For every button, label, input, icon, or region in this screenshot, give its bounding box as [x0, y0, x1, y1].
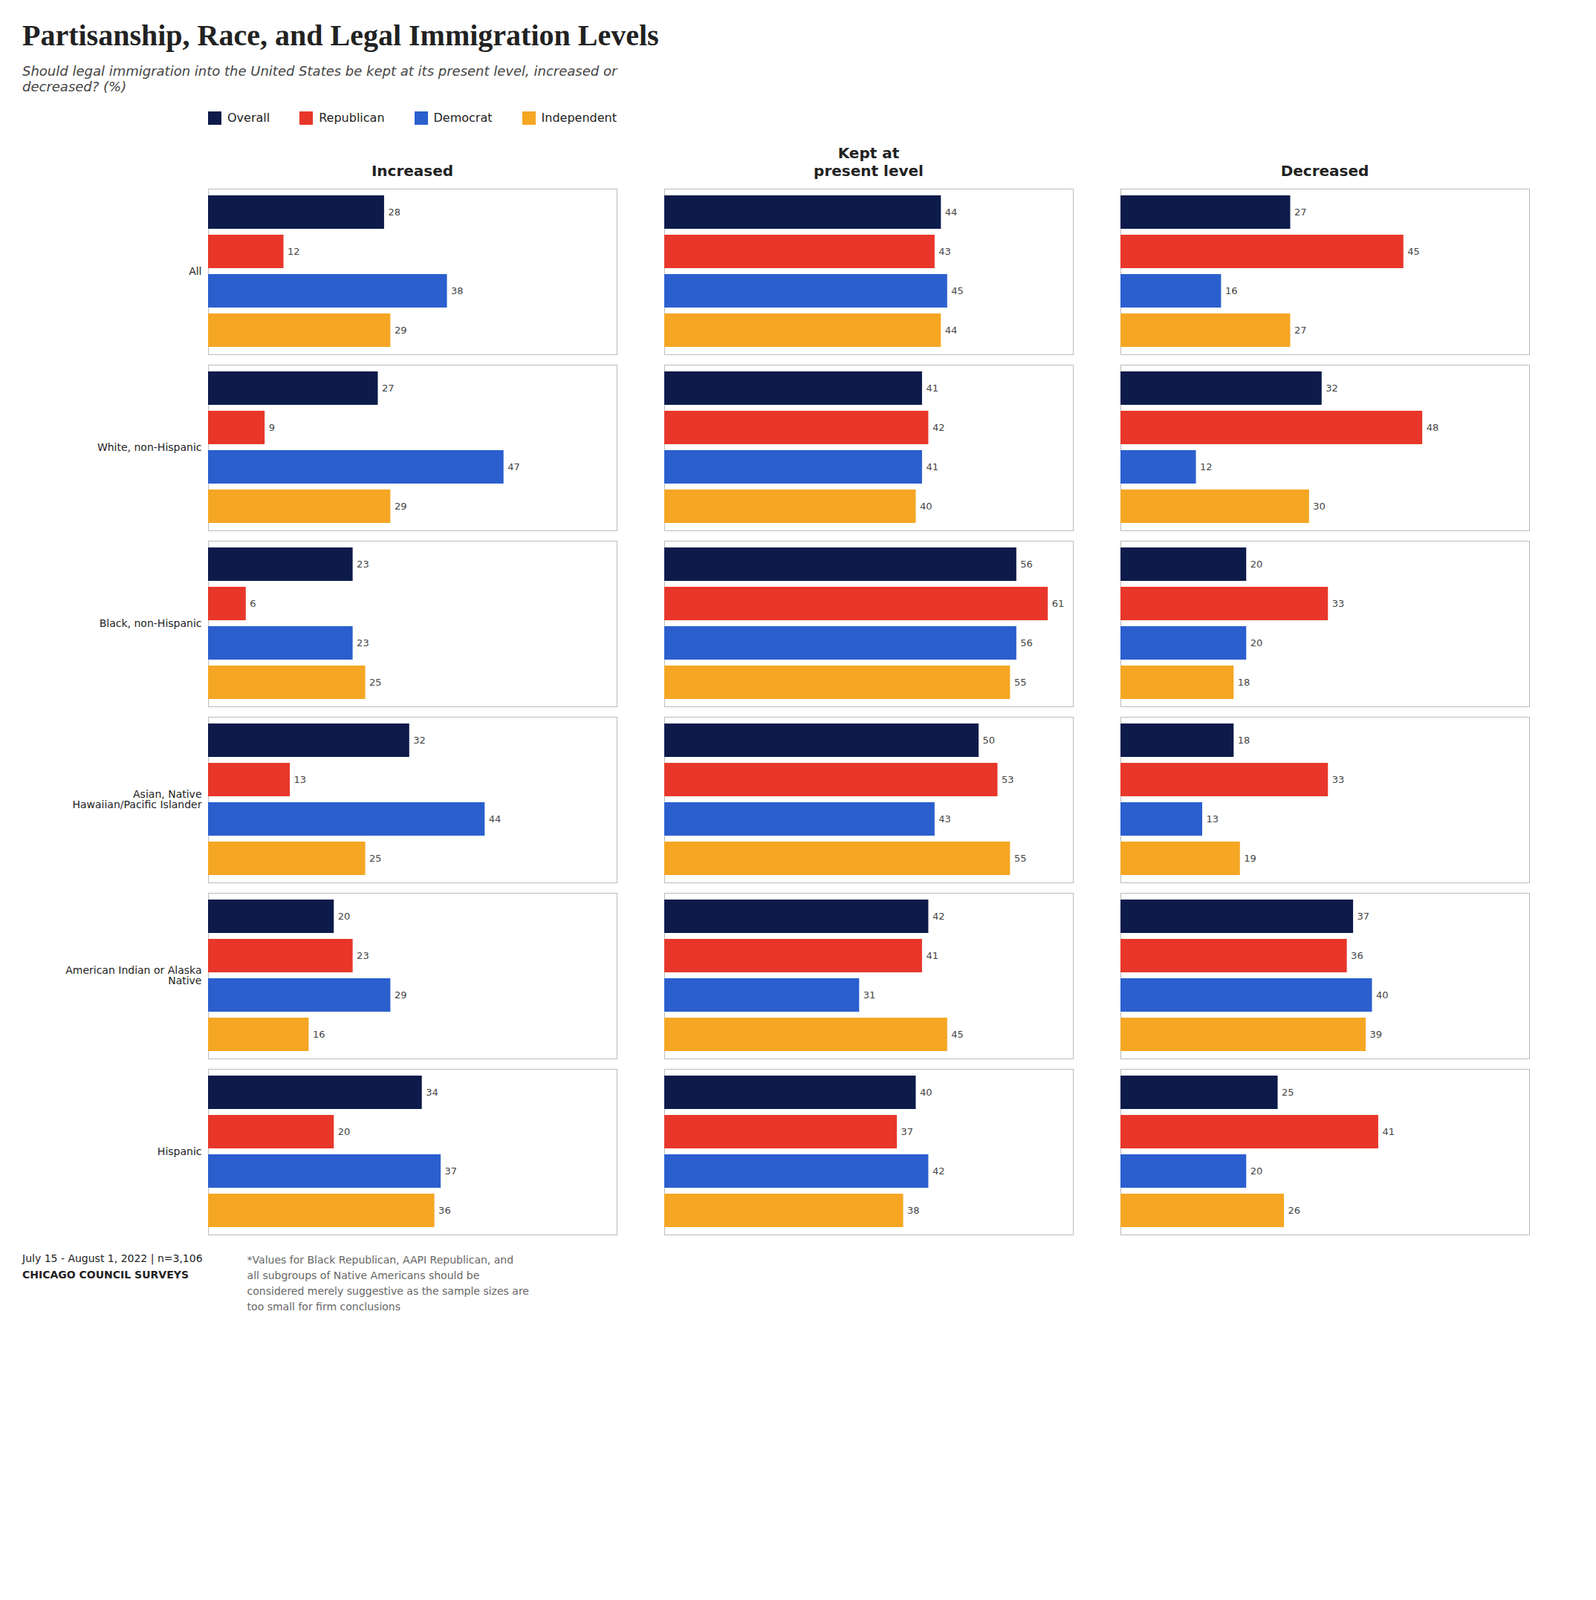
- html-text:Decreased: Decreased: [1280, 161, 1369, 180]
- svg-text:12: 12: [287, 245, 301, 258]
- svg-text:40: 40: [1376, 989, 1389, 1001]
- svg-text:61: 61: [1052, 598, 1065, 610]
- svg-text:29: 29: [394, 324, 408, 336]
- svg-text:26: 26: [1288, 1205, 1302, 1217]
- svg-text:29: 29: [394, 989, 408, 1001]
- svg-text:44: 44: [945, 206, 958, 218]
- svg-text:53: 53: [1001, 774, 1015, 786]
- svg-text:37: 37: [1357, 910, 1371, 923]
- svg-text:6: 6: [249, 598, 256, 610]
- svg-text:55: 55: [1014, 852, 1027, 865]
- svg-text:20: 20: [338, 910, 351, 923]
- svg-text:9: 9: [268, 422, 275, 434]
- svg-text:42: 42: [932, 1165, 946, 1177]
- svg-text:20: 20: [1250, 637, 1264, 649]
- svg-text:23: 23: [356, 637, 370, 649]
- svg-text:13: 13: [294, 774, 307, 786]
- html-text:July 15 - August 1, 2022 | n=3: July 15 - August 1, 2022 | n=3,106: [22, 1252, 203, 1265]
- html-text:*Values for Black Republican,: *Values for Black Republican, AAPI Repub…: [247, 1254, 530, 1313]
- svg-text:30: 30: [1312, 500, 1326, 512]
- svg-text:37: 37: [901, 1126, 914, 1138]
- svg-text:34: 34: [425, 1087, 439, 1099]
- html-text:Independent: Independent: [541, 110, 617, 125]
- svg-text:40: 40: [919, 500, 933, 512]
- html-text:Increased: Increased: [371, 161, 454, 180]
- svg-text:33: 33: [1332, 774, 1345, 786]
- svg-text:37: 37: [445, 1165, 458, 1177]
- svg-text:28: 28: [387, 206, 401, 218]
- svg-text:32: 32: [1325, 382, 1339, 394]
- svg-text:25: 25: [1281, 1087, 1295, 1099]
- svg-text:12: 12: [1199, 461, 1213, 473]
- html-text:Kept at present level: Kept at present level: [813, 144, 924, 180]
- svg-text:45: 45: [951, 285, 964, 297]
- svg-text:50: 50: [983, 734, 996, 746]
- svg-text:40: 40: [919, 1087, 933, 1099]
- svg-text:25: 25: [369, 676, 382, 689]
- svg-text:32: 32: [413, 734, 426, 746]
- svg-text:47: 47: [507, 461, 521, 473]
- svg-text:44: 44: [488, 813, 502, 825]
- svg-text:43: 43: [938, 813, 952, 825]
- html-text:Should legal immigration into: Should legal immigration into the United…: [22, 63, 618, 95]
- svg-text:White, non-Hispanic: White, non-Hispanic: [97, 441, 203, 454]
- svg-text:19: 19: [1243, 852, 1257, 865]
- svg-text:23: 23: [356, 558, 370, 570]
- svg-text:All: All: [188, 265, 202, 278]
- svg-text:44: 44: [945, 324, 958, 336]
- svg-text:39: 39: [1370, 1029, 1383, 1041]
- html-text:Republican: Republican: [318, 110, 385, 125]
- svg-text:36: 36: [1350, 950, 1364, 962]
- svg-text:31: 31: [863, 989, 877, 1001]
- html-text:CHICAGO COUNCIL SURVEYS: CHICAGO COUNCIL SURVEYS: [22, 1269, 189, 1281]
- html-text:Overall: Overall: [227, 110, 270, 125]
- svg-text:41: 41: [925, 461, 939, 473]
- svg-text:27: 27: [1294, 206, 1307, 218]
- svg-text:23: 23: [356, 950, 370, 962]
- svg-text:56: 56: [1020, 558, 1033, 570]
- svg-text:Black, non-Hispanic: Black, non-Hispanic: [99, 617, 203, 630]
- html-text:Democrat: Democrat: [433, 110, 493, 125]
- svg-text:42: 42: [932, 422, 946, 434]
- svg-text:16: 16: [1225, 285, 1238, 297]
- svg-text:38: 38: [451, 285, 464, 297]
- svg-text:20: 20: [338, 1126, 351, 1138]
- svg-text:42: 42: [932, 910, 946, 923]
- svg-text:41: 41: [925, 382, 939, 394]
- html-text:Partisanship, Race, and Legal: Partisanship, Race, and Legal Immigratio…: [22, 18, 659, 53]
- svg-text:38: 38: [907, 1205, 920, 1217]
- svg-text:27: 27: [381, 382, 395, 394]
- svg-text:41: 41: [1382, 1126, 1395, 1138]
- svg-text:25: 25: [369, 852, 382, 865]
- svg-text:56: 56: [1020, 637, 1033, 649]
- svg-text:29: 29: [394, 500, 408, 512]
- svg-text:18: 18: [1237, 734, 1251, 746]
- svg-text:20: 20: [1250, 1165, 1264, 1177]
- svg-text:Hispanic: Hispanic: [157, 1145, 203, 1158]
- svg-text:27: 27: [1294, 324, 1307, 336]
- svg-text:18: 18: [1237, 676, 1251, 689]
- svg-text:45: 45: [951, 1029, 964, 1041]
- svg-text:55: 55: [1014, 676, 1027, 689]
- svg-text:American Indian or AlaskaNativ: American Indian or AlaskaNative: [65, 964, 202, 987]
- svg-text:Asian, NativeHawaiian/Pacific: Asian, NativeHawaiian/Pacific Islander: [72, 788, 202, 811]
- svg-text:43: 43: [938, 245, 952, 258]
- svg-text:36: 36: [438, 1205, 452, 1217]
- svg-text:41: 41: [925, 950, 939, 962]
- svg-text:48: 48: [1426, 422, 1440, 434]
- svg-text:45: 45: [1407, 245, 1420, 258]
- svg-text:13: 13: [1206, 813, 1220, 825]
- svg-text:33: 33: [1332, 598, 1345, 610]
- svg-text:20: 20: [1250, 558, 1264, 570]
- svg-text:16: 16: [312, 1029, 326, 1041]
